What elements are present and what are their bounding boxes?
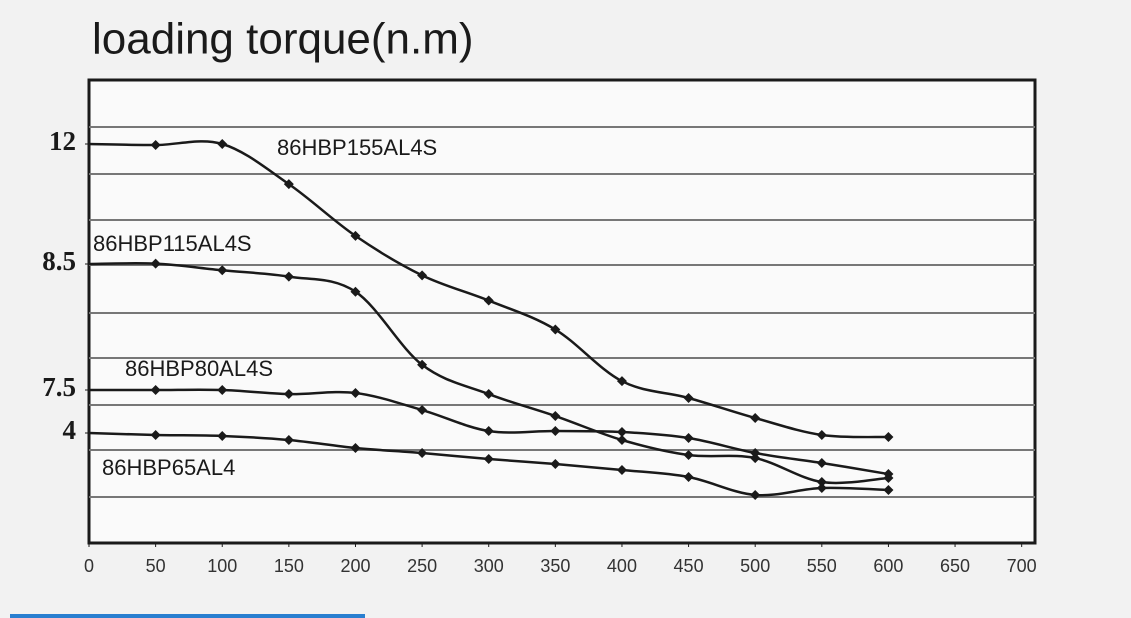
point	[283, 271, 294, 282]
point	[417, 405, 428, 416]
point	[616, 464, 627, 475]
point	[217, 139, 228, 149]
x-tick-label: 0	[84, 556, 94, 576]
point	[816, 429, 827, 440]
chart-title: loading torque(n.m)	[92, 15, 474, 64]
point	[616, 435, 627, 446]
point	[816, 483, 827, 494]
point	[417, 270, 428, 281]
point	[483, 426, 494, 437]
point	[550, 411, 561, 422]
point	[483, 389, 494, 400]
point	[883, 485, 894, 496]
point	[550, 458, 561, 469]
point	[417, 448, 428, 459]
point	[350, 387, 361, 398]
point	[150, 429, 161, 440]
x-tick-label: 700	[1007, 556, 1037, 576]
point	[217, 385, 228, 395]
y-tick-label: 12	[49, 126, 76, 156]
x-tick-label: 400	[607, 556, 637, 576]
point	[217, 265, 228, 276]
x-tick-label: 550	[807, 556, 837, 576]
point	[550, 324, 561, 335]
point	[683, 450, 694, 460]
point	[283, 389, 294, 400]
point	[150, 385, 161, 395]
series-label: 86HBP65AL4	[102, 455, 235, 480]
x-tick-label: 350	[540, 556, 570, 576]
x-tick-label: 500	[740, 556, 770, 576]
y-tick-label: 7.5	[42, 372, 76, 402]
point	[883, 432, 894, 443]
plot-frame	[87, 78, 1037, 545]
point	[150, 140, 161, 151]
x-tick-label: 200	[340, 556, 370, 576]
point	[750, 413, 761, 424]
x-tick-label: 50	[146, 556, 166, 576]
x-tick-label: 100	[207, 556, 237, 576]
point	[750, 489, 761, 500]
series-label: 86HBP115AL4S	[93, 231, 252, 256]
y-tick-label: 4	[63, 415, 77, 445]
point	[550, 426, 561, 437]
x-tick-label: 300	[474, 556, 504, 576]
point	[750, 453, 761, 464]
point	[350, 230, 361, 241]
point	[683, 433, 694, 444]
x-tick-label: 600	[873, 556, 903, 576]
point	[816, 477, 827, 488]
point	[616, 427, 627, 438]
point	[217, 430, 228, 441]
point	[350, 286, 361, 297]
x-tick-label: 150	[274, 556, 304, 576]
point	[683, 472, 694, 482]
point	[350, 442, 361, 453]
point	[616, 376, 627, 387]
point	[683, 392, 694, 403]
point	[417, 359, 428, 370]
x-tick-label: 250	[407, 556, 437, 576]
y-tick-label: 8.5	[42, 246, 76, 276]
point	[483, 295, 494, 306]
point	[283, 435, 294, 446]
series-label: 86HBP80AL4S	[125, 356, 273, 381]
series-label: 86HBP155AL4S	[277, 135, 437, 160]
point	[816, 457, 827, 468]
x-tick-label: 450	[674, 556, 704, 576]
progress-bar	[10, 614, 365, 618]
point	[283, 179, 294, 190]
point	[883, 469, 894, 480]
x-tick-label: 650	[940, 556, 970, 576]
point	[150, 258, 161, 269]
point	[750, 448, 761, 459]
point	[483, 454, 494, 465]
